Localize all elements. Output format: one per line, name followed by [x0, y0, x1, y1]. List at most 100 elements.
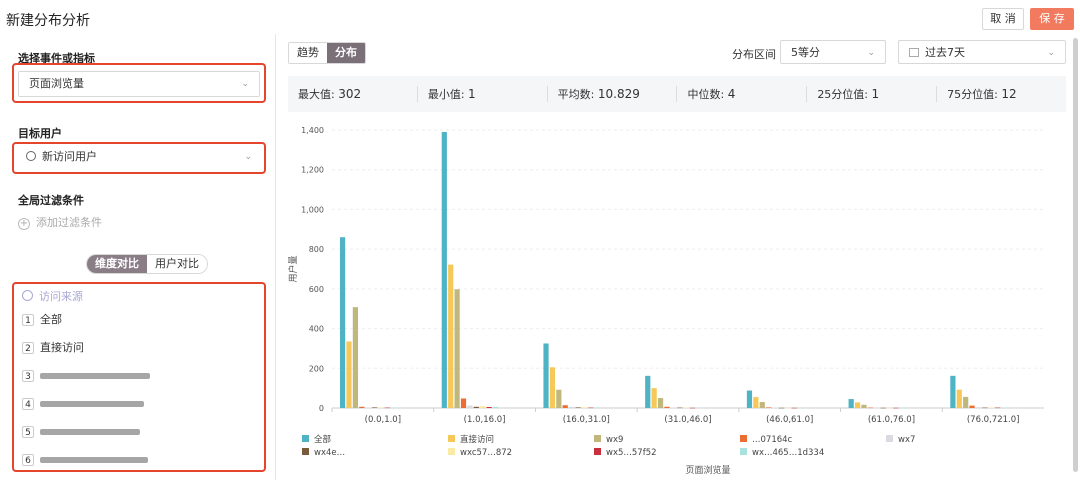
dimension-header[interactable]: 访问来源 [22, 288, 260, 306]
bar [861, 404, 867, 408]
list-item[interactable]: 2 直接访问 [22, 334, 260, 362]
stat-avg: 平均数: 10.829 [546, 86, 677, 102]
bar [460, 398, 467, 408]
y-axis-label: 用户量 [287, 255, 299, 282]
page-title: 新建分布分析 [6, 13, 90, 29]
x-tick-label: (1.0,16.0] [464, 415, 506, 425]
stat-avg-value: 10.829 [597, 87, 640, 101]
list-item[interactable]: 3 [22, 362, 260, 390]
x-tick-label: (16.0,31.0] [563, 415, 610, 425]
bar [664, 406, 670, 408]
add-filter-label: 添加过滤条件 [36, 216, 102, 229]
bar [448, 264, 454, 408]
legend-label: wx…465…1d334 [752, 448, 824, 458]
toggle-dimension[interactable]: 维度对比 [87, 255, 147, 273]
bar [562, 405, 568, 408]
bar [854, 402, 861, 408]
list-item[interactable]: 6 [22, 446, 260, 474]
bar [352, 307, 358, 408]
add-filter-button[interactable]: + 添加过滤条件 [18, 214, 102, 230]
legend-label: 直接访问 [460, 434, 494, 445]
legend-label: wx4e… [314, 448, 345, 458]
bar [346, 341, 352, 408]
chevron-down-icon: ⌄ [244, 152, 252, 162]
stats-bar: 最大值: 302 最小值: 1 平均数: 10.829 中位数: 4 25分位值… [288, 76, 1066, 112]
bar [492, 406, 499, 408]
stat-max-value: 302 [338, 87, 362, 101]
config-panel: 选择事件或指标 页面浏览量 ⌄ 目标用户 新访问用户 ⌄ 全局过滤条件 + 添加过… [0, 34, 276, 480]
stat-median-value: 4 [727, 87, 736, 101]
compare-toggle[interactable]: 维度对比 用户对比 [86, 254, 208, 274]
interval-label: 分布区间 [732, 48, 776, 61]
bar [893, 407, 899, 409]
date-range-value: 过去7天 [925, 46, 965, 59]
stat-max: 最大值: 302 [288, 86, 417, 102]
cancel-button[interactable]: 取 消 [982, 8, 1024, 30]
bar [798, 407, 804, 409]
bar [645, 375, 651, 408]
dimension-list: 访问来源 1 全部 2 直接访问 3 4 5 6 [22, 288, 260, 474]
stat-min-value: 1 [468, 87, 476, 101]
list-item[interactable]: 1 全部 [22, 306, 260, 334]
legend-swatch [886, 435, 893, 442]
bar [950, 375, 956, 408]
list-item[interactable]: 4 [22, 390, 260, 418]
bar [886, 407, 893, 409]
redacted-label [40, 429, 140, 435]
toggle-user[interactable]: 用户对比 [147, 255, 207, 273]
scrollbar[interactable] [1073, 38, 1078, 472]
bar [956, 389, 962, 408]
list-item[interactable]: 5 [22, 418, 260, 446]
bar [556, 389, 562, 408]
bar [467, 405, 473, 408]
target-user-value: 新访问用户 [42, 150, 97, 163]
bar [473, 406, 479, 408]
bar [569, 406, 575, 408]
target-user-select[interactable]: 新访问用户 ⌄ [16, 145, 262, 171]
bar [651, 388, 657, 408]
bar [365, 407, 371, 408]
interval-value: 5等分 [791, 46, 820, 59]
legend-label: wx5…57f52 [606, 448, 657, 458]
view-tabs: 趋势 分布 [288, 42, 366, 64]
save-button[interactable]: 保 存 [1030, 8, 1074, 30]
bar [791, 407, 797, 409]
bar [766, 407, 772, 408]
y-tick-label: 0 [319, 404, 324, 413]
y-tick-label: 1,400 [301, 126, 324, 135]
bar [575, 407, 581, 408]
x-tick-label: (61.0,76.0] [868, 415, 915, 425]
stat-p25-value: 1 [871, 87, 880, 101]
interval-select[interactable]: 5等分 ⌄ [780, 40, 886, 64]
stat-min-label: 最小值: [427, 88, 465, 101]
x-tick-label: (31.0,46.0] [664, 415, 711, 425]
date-range-select[interactable]: 过去7天 ⌄ [898, 40, 1066, 64]
bar [340, 237, 346, 408]
plus-icon: + [18, 218, 30, 230]
y-tick-label: 200 [309, 364, 324, 373]
chevron-down-icon: ⌄ [1047, 48, 1055, 58]
bar [588, 407, 594, 409]
x-axis-label: 页面浏览量 [685, 464, 730, 476]
chart-panel: 趋势 分布 分布区间 5等分 ⌄ 过去7天 ⌄ 最大值: 302 最小值: 1 … [280, 34, 1080, 480]
x-tick-label: (76.0,721.0] [967, 415, 1020, 425]
legend-label: wx9 [606, 435, 623, 445]
clock-icon [22, 290, 33, 301]
event-select[interactable]: 页面浏览量 ⌄ [18, 71, 260, 97]
tab-trend[interactable]: 趋势 [289, 43, 327, 63]
bar [683, 407, 689, 409]
bar [753, 397, 759, 408]
item-number: 3 [22, 370, 34, 382]
bar [963, 396, 969, 408]
y-tick-label: 1,200 [301, 166, 324, 175]
bar [391, 407, 397, 409]
chevron-down-icon: ⌄ [867, 48, 875, 58]
stat-avg-label: 平均数: [557, 88, 595, 101]
y-tick-label: 600 [309, 285, 324, 294]
bar [759, 402, 765, 408]
redacted-label [40, 401, 144, 407]
bar [982, 407, 988, 409]
target-user-title: 目标用户 [18, 127, 62, 140]
tab-distribution[interactable]: 分布 [327, 43, 365, 63]
legend-swatch [740, 448, 747, 455]
